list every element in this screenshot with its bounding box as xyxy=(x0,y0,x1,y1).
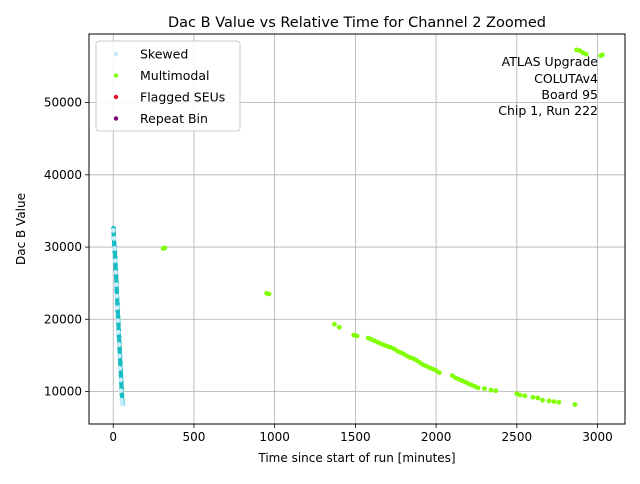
data-point-multimodal xyxy=(489,388,494,393)
x-tick-label: 500 xyxy=(182,430,205,444)
legend: Skewed Multimodal Flagged SEUs Repeat Bin xyxy=(96,41,240,131)
data-point-skewed xyxy=(114,294,119,299)
data-point-multimodal xyxy=(337,325,342,330)
data-point-skewed xyxy=(115,318,120,323)
legend-label-skewed: Skewed xyxy=(140,47,188,62)
legend-marker-repeat-bin xyxy=(114,116,118,120)
data-point-skewed xyxy=(116,330,121,335)
data-point-multimodal xyxy=(531,395,536,400)
data-point-cyan xyxy=(120,393,125,398)
chart-title: Dac B Value vs Relative Time for Channel… xyxy=(168,15,546,31)
data-point-cyan xyxy=(115,301,120,306)
y-tick-label: 50000 xyxy=(44,96,82,110)
data-point-skewed xyxy=(116,342,121,347)
data-point-skewed xyxy=(112,246,117,251)
y-axis-label: Dac B Value xyxy=(14,193,28,265)
legend-label-flagged-seus: Flagged SEUs xyxy=(140,90,225,105)
y-tick-label: 10000 xyxy=(44,385,82,399)
data-point-multimodal xyxy=(573,402,578,407)
data-point-skewed xyxy=(112,236,117,241)
data-point-skewed xyxy=(114,282,119,287)
data-point-multimodal xyxy=(552,399,557,404)
data-point-multimodal xyxy=(437,370,442,375)
x-axis-label: Time since start of run [minutes] xyxy=(257,451,455,465)
legend-marker-multimodal xyxy=(114,73,118,77)
data-point-skewed xyxy=(113,270,118,275)
data-point-skewed xyxy=(118,366,123,371)
data-point-skewed xyxy=(120,401,125,406)
data-point-cyan xyxy=(117,334,122,339)
data-point-cyan xyxy=(118,360,123,365)
x-axis-ticks: 0 500 1000 1500 2000 2500 3000 xyxy=(109,424,612,444)
data-point-multimodal xyxy=(482,386,487,391)
data-point-multimodal xyxy=(600,53,605,58)
data-point-multimodal xyxy=(518,393,523,398)
data-point-multimodal xyxy=(547,398,552,403)
data-point-skewed xyxy=(111,228,116,233)
annotation-line: ATLAS Upgrade xyxy=(502,54,599,69)
y-tick-label: 30000 xyxy=(44,240,82,254)
data-point-multimodal xyxy=(540,398,545,403)
x-tick-label: 0 xyxy=(109,430,117,444)
legend-label-multimodal: Multimodal xyxy=(140,68,209,83)
annotation-line: Chip 1, Run 222 xyxy=(498,103,598,118)
legend-marker-skewed xyxy=(114,52,118,56)
data-point-skewed xyxy=(117,354,122,359)
data-point-skewed xyxy=(115,305,120,310)
y-tick-label: 40000 xyxy=(44,168,82,182)
data-point-multimodal xyxy=(267,292,272,297)
data-point-skewed xyxy=(119,388,124,393)
data-point-cyan xyxy=(117,347,122,352)
data-point-multimodal xyxy=(162,245,167,250)
annotation-line: COLUTAv4 xyxy=(534,71,598,86)
data-point-multimodal xyxy=(523,393,528,398)
annotation-line: Board 95 xyxy=(541,87,598,102)
data-point-multimodal xyxy=(556,400,561,405)
x-tick-label: 1500 xyxy=(340,430,371,444)
data-point-multimodal xyxy=(476,385,481,390)
data-point-multimodal xyxy=(332,322,337,327)
x-tick-label: 2000 xyxy=(421,430,452,444)
data-point-multimodal xyxy=(493,388,498,393)
legend-marker-flagged-seus xyxy=(114,95,118,99)
data-point-multimodal xyxy=(535,396,540,401)
data-point-multimodal xyxy=(355,333,360,338)
x-tick-label: 1000 xyxy=(259,430,290,444)
data-point-skewed xyxy=(113,258,118,263)
data-point-cyan xyxy=(119,373,124,378)
y-tick-label: 20000 xyxy=(44,312,82,326)
x-tick-label: 3000 xyxy=(582,430,613,444)
legend-label-repeat-bin: Repeat Bin xyxy=(140,111,208,126)
data-point-cyan xyxy=(114,288,119,293)
y-axis-ticks: 10000 20000 30000 40000 50000 xyxy=(44,96,89,399)
data-point-skewed xyxy=(118,378,123,383)
x-tick-label: 2500 xyxy=(502,430,533,444)
